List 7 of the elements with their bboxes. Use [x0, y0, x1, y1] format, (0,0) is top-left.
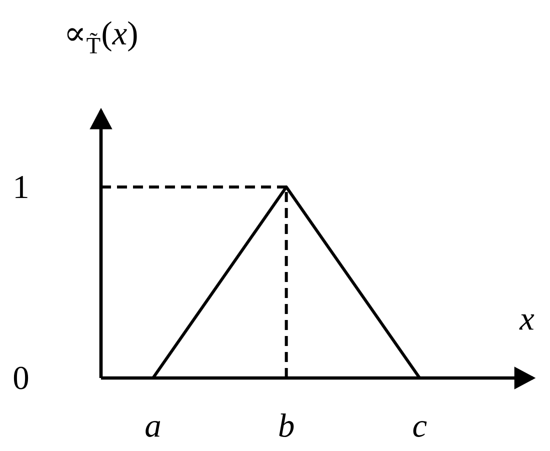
y-tick-label: 1: [16, 176, 28, 198]
x-tick-label: a: [146, 420, 160, 438]
x-axis-title: x: [519, 314, 534, 330]
x-tick-label: b: [279, 414, 294, 438]
y-axis-title: ∝$_{T̃}$(x): [67, 21, 137, 54]
x-tick-label: c: [413, 420, 427, 438]
y-tick-label: 0: [14, 366, 28, 390]
